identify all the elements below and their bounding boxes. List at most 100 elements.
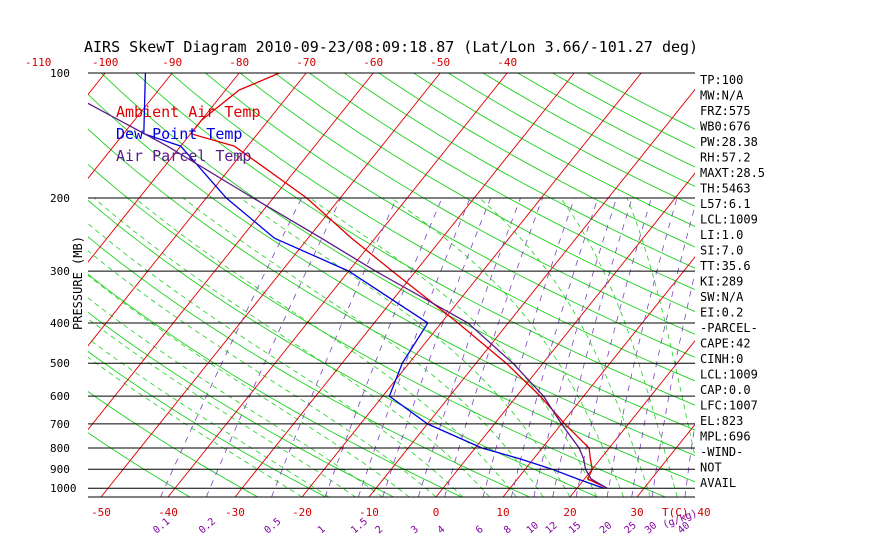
top-temp-tick-label: -40 [497,56,517,69]
dry-adiabat [88,128,695,483]
isotherm-line [88,73,240,263]
mixing-ratio-line [271,197,397,497]
isotherm-line [569,340,695,497]
isotherm-line [301,73,642,497]
mixing-ratio-label: 20 [598,520,614,536]
top-temp-tick-label: -60 [363,56,383,69]
top-temp-tick-label: -80 [229,56,249,69]
legend-entry: Ambient Air Temp [116,103,261,121]
index-value: TT:35.6 [700,259,751,273]
mixing-ratio-label: 0.5 [262,516,283,536]
dry-adiabat [88,236,530,497]
series-line [189,73,608,489]
dry-adiabat [448,73,695,207]
index-value: LCL:1009 [700,213,758,227]
dry-adiabat [88,432,191,497]
moist-adiabat [626,197,695,459]
dry-adiabat [88,163,666,497]
mixing-ratio-line [382,197,491,497]
dry-adiabat [135,73,695,406]
index-value: SI:7.0 [700,244,743,258]
dry-adiabat [205,73,695,358]
mixing-ratio-label: 8 [502,524,514,536]
dry-adiabat [274,73,695,313]
isotherm-line [88,73,307,347]
index-value: LI:1.0 [700,228,743,242]
plot-area [88,73,870,497]
moist-adiabat [88,297,383,497]
index-value: WB0:676 [700,120,751,134]
mixing-ratio-line [651,271,695,497]
bottom-temp-tick-label: -20 [292,506,312,519]
index-value: LFC:1007 [700,399,758,413]
bottom-temp-tick-label: -40 [158,506,178,519]
mixing-ratio-label: 25 [623,520,639,536]
mixing-ratio-label: 4 [436,524,448,536]
bottom-temp-tick-label: 40 [697,506,710,519]
bottom-axis-unit: T(C) [662,506,689,519]
mixing-ratio-line [482,197,575,497]
chart-lines [88,72,870,498]
y-axis-label: PRESSURE (MB) [71,236,85,330]
moist-adiabat [240,197,571,497]
mixing-ratio-line [160,197,302,497]
pressure-tick-label: 900 [50,463,70,476]
pressure-tick-label: 700 [50,418,70,431]
index-value: -WIND- [700,445,743,459]
mixing-ratio-label: 12 [544,520,560,536]
moist-adiabat [479,197,651,497]
mixing-ratio-label: 0.1 [151,516,172,536]
isotherm-line [167,73,508,497]
isotherm-line [502,256,695,497]
index-value: SW:N/A [700,290,744,304]
mixing-ratio-label: 15 [567,520,583,536]
index-value: L57:6.1 [700,197,751,211]
mixing-ratio-line [684,421,695,497]
index-value: AVAIL [700,476,736,490]
index-value: MPL:696 [700,430,751,444]
chart-title: AIRS SkewT Diagram 2010-09-23/08:09:18.8… [84,38,698,56]
mixing-ratio-label: 0.2 [197,516,218,536]
index-value: FRZ:575 [700,104,751,118]
mixing-ratio-line [575,197,652,497]
bottom-temp-tick-label: 20 [563,506,576,519]
isotherm-line [368,88,695,497]
dry-adiabat [100,73,695,431]
pressure-tick-label: 1000 [50,482,77,495]
index-value: CAPE:42 [700,337,751,351]
isotherm-line [100,73,441,497]
moist-adiabat [88,223,464,497]
dry-adiabat [343,73,695,269]
isotherm-line [88,73,374,431]
mixing-ratio-label: 30 [643,520,659,536]
dry-adiabat [88,350,327,497]
mixing-ratio-line [510,197,599,497]
moist-adiabat [390,197,624,497]
legend-entry: Air Parcel Temp [116,147,251,165]
mixing-ratio-line [324,197,443,497]
pressure-tick-label: 600 [50,390,70,403]
isotherm-line [234,73,575,497]
pressure-tick-label: 400 [50,317,70,330]
dry-adiabat [88,199,598,497]
bottom-temp-tick-label: -10 [359,506,379,519]
bottom-temp-tick-label: -30 [225,506,245,519]
isotherm-line [838,73,870,497]
mixing-ratio-line [205,197,342,497]
mixing-ratio-line [606,197,678,497]
bottom-temp-tick-label: 10 [496,506,509,519]
pressure-tick-label: 300 [50,265,70,278]
dry-adiabat [88,390,259,497]
legend-entry: Dew Point Temp [116,125,242,143]
mixing-ratio-line [552,197,633,497]
moist-adiabat [88,337,330,497]
pressure-tick-label: 200 [50,192,70,205]
index-value: TP:100 [700,73,743,87]
moist-adiabat [88,274,410,497]
index-value: TH:5463 [700,182,751,196]
mixing-ratio-label: 3 [409,524,421,536]
mixing-ratio-line [533,197,617,497]
index-value: MAXT:28.5 [700,166,765,180]
dry-adiabat [309,73,695,291]
